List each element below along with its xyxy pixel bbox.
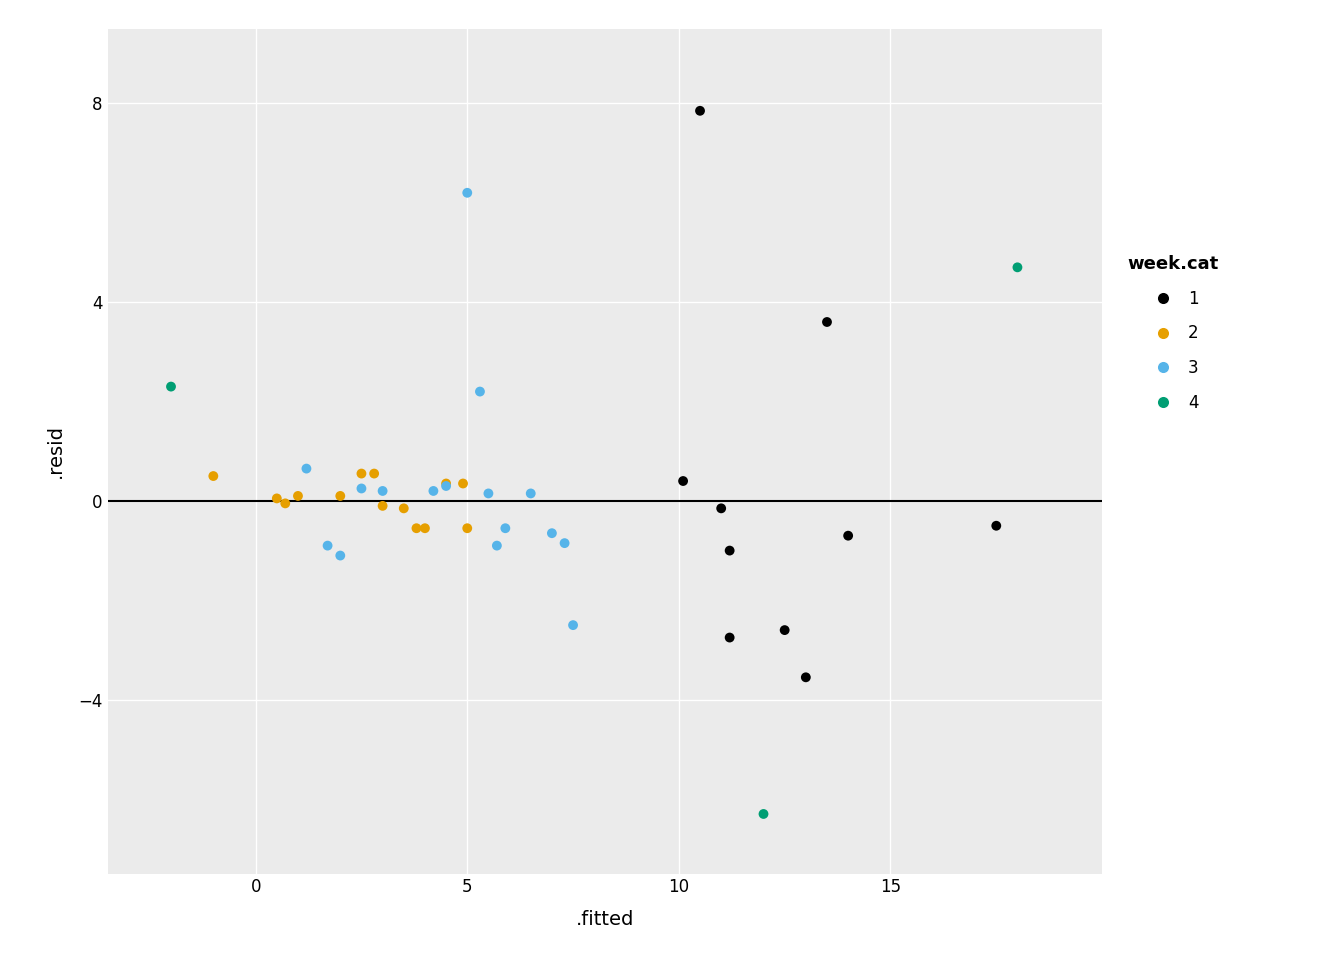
3: [477, 486, 499, 501]
2: [329, 489, 351, 504]
2: [406, 520, 427, 536]
2: [414, 520, 435, 536]
4: [160, 379, 181, 395]
1: [985, 518, 1007, 534]
3: [372, 483, 394, 498]
Y-axis label: .resid: .resid: [46, 424, 65, 478]
3: [495, 520, 516, 536]
3: [296, 461, 317, 476]
2: [351, 466, 372, 481]
2: [392, 501, 414, 516]
3: [562, 617, 583, 633]
1: [719, 543, 741, 559]
1: [672, 473, 694, 489]
2: [435, 476, 457, 492]
3: [351, 481, 372, 496]
1: [816, 314, 837, 329]
2: [274, 495, 296, 511]
3: [329, 548, 351, 564]
2: [266, 491, 288, 506]
1: [689, 103, 711, 118]
3: [520, 486, 542, 501]
2: [363, 466, 384, 481]
2: [457, 520, 478, 536]
3: [469, 384, 491, 399]
1: [719, 630, 741, 645]
3: [317, 538, 339, 553]
X-axis label: .fitted: .fitted: [575, 910, 634, 929]
3: [422, 483, 444, 498]
4: [753, 806, 774, 822]
3: [435, 478, 457, 493]
1: [774, 622, 796, 637]
3: [542, 525, 563, 540]
3: [487, 538, 508, 553]
4: [1007, 259, 1028, 275]
Legend: 1, 2, 3, 4: 1, 2, 3, 4: [1121, 249, 1224, 419]
2: [453, 476, 474, 492]
2: [372, 498, 394, 514]
3: [554, 536, 575, 551]
2: [288, 489, 309, 504]
1: [837, 528, 859, 543]
1: [796, 670, 817, 685]
1: [711, 501, 732, 516]
2: [203, 468, 224, 484]
3: [457, 185, 478, 201]
